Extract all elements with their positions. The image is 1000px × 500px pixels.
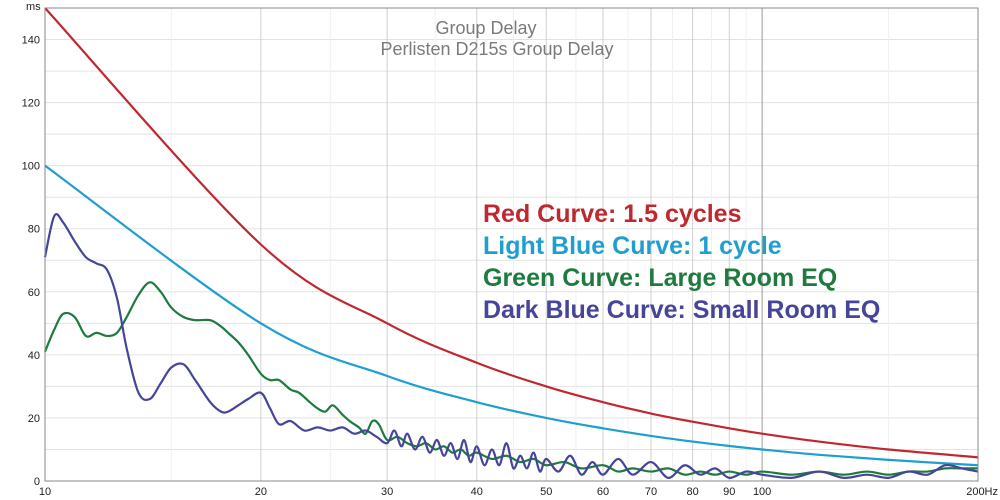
legend-entry-2: Green Curve: Large Room EQ [483, 264, 837, 292]
x-tick-label: 40 [471, 486, 483, 498]
x-tick-label: 20 [255, 486, 267, 498]
y-tick-label: 80 [28, 224, 40, 236]
y-tick-label: 100 [22, 161, 40, 173]
legend-entry-1: Light Blue Curve: 1 cycle [483, 232, 782, 260]
x-tick-label: 90 [723, 486, 735, 498]
x-tick-label: 200Hz [966, 486, 998, 498]
x-tick-label: 70 [645, 486, 657, 498]
x-tick-label: 100 [753, 486, 771, 498]
x-tick-label: 60 [597, 486, 609, 498]
chart-title: Group Delay [435, 18, 536, 38]
x-tick-label: 80 [687, 486, 699, 498]
x-tick-label: 30 [381, 486, 393, 498]
x-tick-label: 50 [540, 486, 552, 498]
y-tick-label: 20 [28, 413, 40, 425]
y-tick-label: 60 [28, 287, 40, 299]
legend-entry-0: Red Curve: 1.5 cycles [483, 200, 741, 228]
y-tick-label: 140 [22, 35, 40, 47]
legend-entry-3: Dark Blue Curve: Small Room EQ [483, 296, 880, 324]
x-tick-label: 10 [39, 486, 51, 498]
y-axis-unit-label: ms [26, 1, 41, 13]
y-tick-label: 40 [28, 350, 40, 362]
chart-subtitle: Perlisten D215s Group Delay [380, 39, 613, 59]
y-tick-label: 120 [22, 98, 40, 110]
